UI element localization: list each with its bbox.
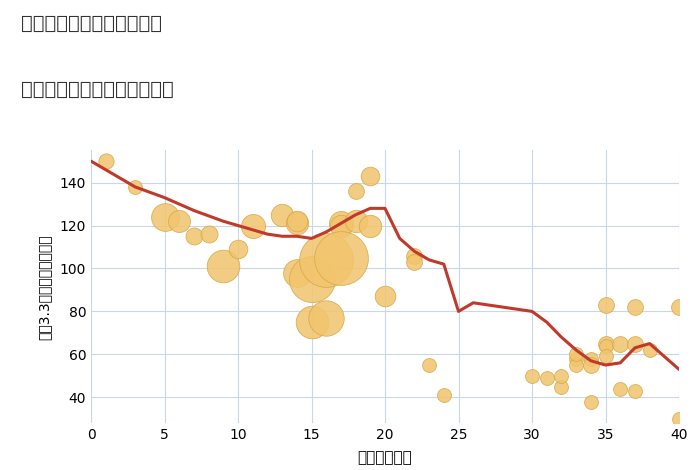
Point xyxy=(629,303,641,311)
Point xyxy=(306,275,317,283)
Point xyxy=(291,269,302,276)
Point xyxy=(100,157,111,165)
Point xyxy=(673,415,685,423)
Point xyxy=(629,340,641,347)
Point xyxy=(615,385,626,392)
Point xyxy=(600,301,611,309)
Point xyxy=(218,263,229,270)
Point xyxy=(615,340,626,347)
Point xyxy=(585,361,596,369)
Point xyxy=(424,361,435,369)
Point xyxy=(409,258,420,266)
Point xyxy=(335,222,346,229)
Point xyxy=(570,355,582,362)
Point xyxy=(130,183,141,191)
Point xyxy=(321,256,332,264)
Point xyxy=(644,346,655,354)
Point xyxy=(438,392,449,399)
Point xyxy=(556,383,567,390)
Point xyxy=(350,218,361,225)
Point xyxy=(600,342,611,350)
Point xyxy=(291,219,302,227)
Point xyxy=(556,372,567,380)
Point xyxy=(306,318,317,326)
Point xyxy=(365,222,376,229)
Text: 築年数別中古マンション価格: 築年数別中古マンション価格 xyxy=(21,80,174,99)
Point xyxy=(570,361,582,369)
Point xyxy=(541,374,552,382)
Point xyxy=(321,314,332,321)
Point xyxy=(335,254,346,261)
Point xyxy=(673,303,685,311)
Point xyxy=(600,352,611,360)
Point xyxy=(526,372,538,380)
Point xyxy=(629,387,641,394)
Point xyxy=(350,188,361,195)
Point xyxy=(335,219,346,227)
Point xyxy=(570,351,582,358)
Point xyxy=(291,218,302,225)
Point xyxy=(174,218,185,225)
Point xyxy=(379,293,391,300)
Point xyxy=(365,172,376,180)
Point xyxy=(409,252,420,259)
Point xyxy=(188,233,199,240)
X-axis label: 築年数（年）: 築年数（年） xyxy=(358,450,412,465)
Text: 神奈川県横浜市緑区東本郷: 神奈川県横浜市緑区東本郷 xyxy=(21,14,162,33)
Point xyxy=(276,211,288,219)
Point xyxy=(203,230,214,238)
Point xyxy=(159,213,170,221)
Point xyxy=(585,355,596,362)
Y-axis label: 坪（3.3㎡）単価（万円）: 坪（3.3㎡）単価（万円） xyxy=(37,234,51,339)
Point xyxy=(232,245,244,253)
Point xyxy=(600,340,611,347)
Point xyxy=(585,398,596,405)
Point xyxy=(247,222,258,229)
